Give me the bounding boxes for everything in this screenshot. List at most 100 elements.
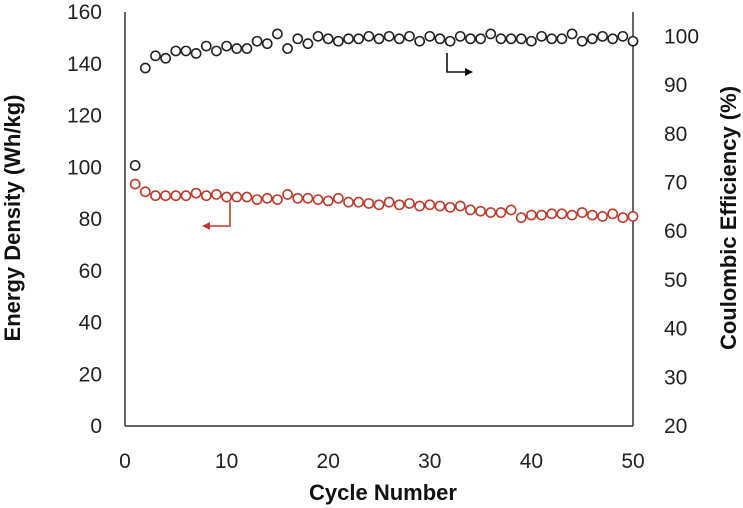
- y2-tick-label: 80: [664, 123, 687, 146]
- efficiency-point: [221, 40, 232, 52]
- y2-tick-label: 90: [664, 74, 687, 97]
- energy-density-point: [566, 209, 578, 221]
- energy-density-point: [271, 194, 283, 205]
- efficiency-point: [617, 30, 629, 42]
- efficiency-point: [546, 33, 558, 45]
- efficiency-point: [536, 30, 547, 42]
- y2-tick-label: 60: [664, 220, 687, 243]
- energy-density-point: [251, 194, 263, 205]
- efficiency-point: [129, 160, 141, 171]
- axis-arrows: [202, 53, 473, 230]
- energy-density-point: [434, 200, 446, 212]
- efficiency-point: [627, 35, 639, 47]
- efficiency-point: [160, 52, 172, 64]
- energy-density-point: [576, 207, 588, 218]
- efficiency-point: [332, 35, 344, 47]
- energy-density-point: [302, 192, 314, 204]
- efficiency-point: [292, 33, 304, 45]
- energy-density-point: [607, 208, 619, 220]
- efficiency-point: [150, 50, 161, 62]
- efficiency-point: [444, 35, 456, 47]
- energy-density-point: [363, 198, 375, 209]
- efficiency-point: [526, 35, 537, 47]
- energy-density-point: [404, 198, 415, 209]
- efficiency-point: [322, 33, 334, 45]
- efficiency-point: [200, 40, 212, 52]
- energy-density-point: [546, 208, 558, 220]
- efficiency-point: [251, 35, 263, 47]
- energy-density-point: [160, 190, 172, 202]
- energy-density-point: [586, 209, 598, 221]
- energy-density-point: [485, 207, 497, 218]
- efficiency-point: [190, 48, 202, 59]
- efficiency-point: [312, 30, 324, 42]
- efficiency-point: [343, 33, 354, 45]
- energy-density-point: [231, 191, 243, 203]
- energy-density-point: [526, 209, 537, 221]
- efficiency-point: [414, 35, 426, 47]
- efficiency-point: [170, 45, 182, 57]
- efficiency-point: [353, 33, 365, 45]
- efficiency-point: [505, 33, 517, 45]
- efficiency-point: [302, 38, 314, 50]
- y2-tick-label: 40: [664, 318, 687, 341]
- energy-density-point: [536, 209, 547, 221]
- efficiency-point: [271, 28, 283, 40]
- y-tick-label: 100: [67, 156, 102, 179]
- y-tick-label: 0: [90, 415, 102, 438]
- y-tick-label: 60: [79, 260, 102, 283]
- left-axis-arrow: [206, 202, 231, 227]
- y-tick-label: 80: [79, 208, 102, 231]
- efficiency-point: [363, 30, 375, 42]
- energy-density-point: [465, 204, 476, 216]
- y-tick-label: 160: [67, 1, 102, 24]
- energy-density-point: [200, 190, 212, 202]
- energy-density-point: [211, 189, 222, 200]
- y-axis-title: Energy Density (Wh/kg): [0, 95, 25, 342]
- data-series: [129, 28, 639, 224]
- energy-density-point: [393, 199, 405, 211]
- chart-axes: [124, 12, 634, 427]
- efficiency-point: [597, 30, 608, 42]
- efficiency-point: [566, 28, 578, 40]
- energy-density-point: [180, 190, 192, 202]
- energy-density-point: [139, 186, 151, 198]
- x-tick-label: 10: [215, 450, 238, 473]
- energy-density-point: [129, 178, 141, 190]
- left-axis-arrowhead: [202, 222, 210, 230]
- efficiency-point: [373, 33, 385, 45]
- energy-density-point: [495, 207, 507, 218]
- efficiency-point: [434, 33, 446, 45]
- energy-density-point: [353, 196, 365, 208]
- energy-density-point: [261, 192, 273, 204]
- y-tick-label: 40: [79, 312, 102, 335]
- efficiency-point: [586, 33, 598, 45]
- efficiency-point: [607, 33, 619, 45]
- y-tick-label: 20: [79, 363, 102, 386]
- energy-density-point: [282, 189, 293, 200]
- energy-density-point: [627, 211, 639, 222]
- energy-density-point: [444, 201, 456, 213]
- efficiency-point: [495, 33, 507, 45]
- energy-density-point: [597, 211, 608, 222]
- x-tick-label: 30: [418, 450, 441, 473]
- x-tick-label: 50: [621, 450, 644, 473]
- energy-density-point: [383, 196, 395, 208]
- energy-density-point: [170, 190, 182, 202]
- energy-density-point: [373, 199, 385, 211]
- efficiency-point: [211, 45, 222, 57]
- energy-density-point: [454, 200, 466, 212]
- efficiency-point: [515, 33, 527, 45]
- energy-density-point: [515, 212, 527, 224]
- efficiency-point: [180, 45, 192, 57]
- efficiency-point: [231, 43, 243, 54]
- energy-density-point: [424, 199, 436, 211]
- efficiency-point: [241, 43, 253, 54]
- efficiency-point: [465, 33, 476, 45]
- energy-density-point: [150, 190, 161, 202]
- energy-density-point: [322, 195, 334, 207]
- efficiency-point: [282, 43, 293, 54]
- y2-tick-label: 30: [664, 366, 687, 389]
- y2-axis-title: Coulombic Efficiency (%): [716, 86, 741, 350]
